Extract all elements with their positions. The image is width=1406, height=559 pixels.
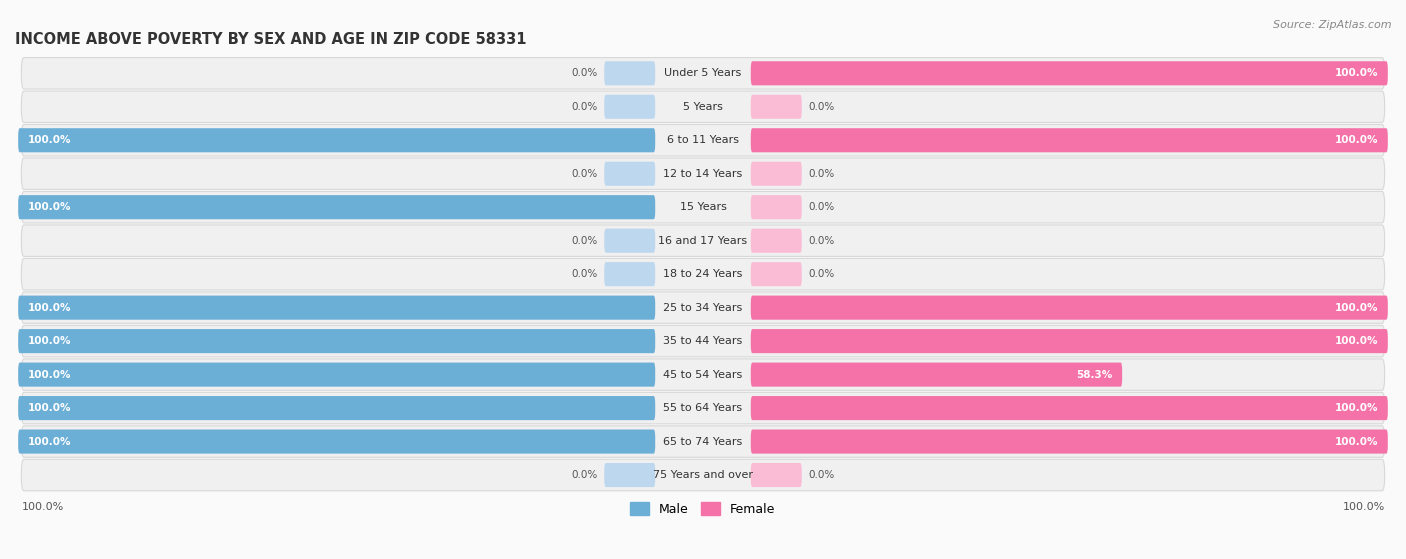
FancyBboxPatch shape — [21, 91, 1385, 122]
FancyBboxPatch shape — [605, 262, 655, 286]
Text: 0.0%: 0.0% — [572, 169, 598, 179]
FancyBboxPatch shape — [18, 429, 655, 453]
FancyBboxPatch shape — [21, 58, 1385, 89]
Text: 100.0%: 100.0% — [28, 403, 72, 413]
FancyBboxPatch shape — [751, 229, 801, 253]
FancyBboxPatch shape — [21, 426, 1385, 457]
FancyBboxPatch shape — [18, 296, 655, 320]
Text: 0.0%: 0.0% — [572, 68, 598, 78]
FancyBboxPatch shape — [751, 262, 801, 286]
Text: 0.0%: 0.0% — [808, 269, 834, 279]
Text: 100.0%: 100.0% — [1334, 336, 1378, 346]
FancyBboxPatch shape — [605, 162, 655, 186]
Text: 100.0%: 100.0% — [1334, 302, 1378, 312]
FancyBboxPatch shape — [21, 292, 1385, 324]
Text: 0.0%: 0.0% — [808, 236, 834, 246]
FancyBboxPatch shape — [751, 94, 801, 119]
FancyBboxPatch shape — [18, 329, 655, 353]
FancyBboxPatch shape — [605, 229, 655, 253]
FancyBboxPatch shape — [18, 396, 655, 420]
FancyBboxPatch shape — [21, 225, 1385, 257]
Text: Under 5 Years: Under 5 Years — [665, 68, 741, 78]
Text: 100.0%: 100.0% — [21, 502, 63, 512]
FancyBboxPatch shape — [21, 359, 1385, 390]
FancyBboxPatch shape — [751, 363, 1122, 387]
Text: 35 to 44 Years: 35 to 44 Years — [664, 336, 742, 346]
FancyBboxPatch shape — [751, 396, 1388, 420]
Text: 75 Years and over: 75 Years and over — [652, 470, 754, 480]
Text: 12 to 14 Years: 12 to 14 Years — [664, 169, 742, 179]
Text: 100.0%: 100.0% — [28, 302, 72, 312]
FancyBboxPatch shape — [21, 325, 1385, 357]
Text: 100.0%: 100.0% — [1334, 135, 1378, 145]
Legend: Male, Female: Male, Female — [624, 496, 782, 522]
Text: 45 to 54 Years: 45 to 54 Years — [664, 369, 742, 380]
FancyBboxPatch shape — [751, 128, 1388, 152]
FancyBboxPatch shape — [751, 61, 1388, 86]
Text: 0.0%: 0.0% — [808, 169, 834, 179]
Text: 100.0%: 100.0% — [1334, 403, 1378, 413]
FancyBboxPatch shape — [751, 195, 801, 219]
Text: 0.0%: 0.0% — [572, 102, 598, 112]
Text: 100.0%: 100.0% — [28, 135, 72, 145]
FancyBboxPatch shape — [21, 192, 1385, 223]
Text: 100.0%: 100.0% — [1343, 502, 1385, 512]
Text: 25 to 34 Years: 25 to 34 Years — [664, 302, 742, 312]
FancyBboxPatch shape — [21, 392, 1385, 424]
Text: 100.0%: 100.0% — [28, 202, 72, 212]
Text: 100.0%: 100.0% — [1334, 437, 1378, 447]
FancyBboxPatch shape — [751, 296, 1388, 320]
Text: 0.0%: 0.0% — [572, 236, 598, 246]
Text: 5 Years: 5 Years — [683, 102, 723, 112]
FancyBboxPatch shape — [605, 463, 655, 487]
Text: 16 and 17 Years: 16 and 17 Years — [658, 236, 748, 246]
FancyBboxPatch shape — [751, 329, 1388, 353]
Text: 58.3%: 58.3% — [1077, 369, 1112, 380]
Text: 100.0%: 100.0% — [28, 336, 72, 346]
FancyBboxPatch shape — [605, 61, 655, 86]
Text: 100.0%: 100.0% — [1334, 68, 1378, 78]
FancyBboxPatch shape — [18, 195, 655, 219]
FancyBboxPatch shape — [751, 429, 1388, 453]
Text: 100.0%: 100.0% — [28, 437, 72, 447]
FancyBboxPatch shape — [751, 162, 801, 186]
Text: 65 to 74 Years: 65 to 74 Years — [664, 437, 742, 447]
Text: 0.0%: 0.0% — [572, 269, 598, 279]
Text: 55 to 64 Years: 55 to 64 Years — [664, 403, 742, 413]
FancyBboxPatch shape — [18, 363, 655, 387]
Text: 18 to 24 Years: 18 to 24 Years — [664, 269, 742, 279]
FancyBboxPatch shape — [21, 459, 1385, 491]
FancyBboxPatch shape — [21, 125, 1385, 156]
FancyBboxPatch shape — [21, 258, 1385, 290]
FancyBboxPatch shape — [18, 128, 655, 152]
FancyBboxPatch shape — [605, 94, 655, 119]
Text: 15 Years: 15 Years — [679, 202, 727, 212]
Text: Source: ZipAtlas.com: Source: ZipAtlas.com — [1274, 20, 1392, 30]
FancyBboxPatch shape — [751, 463, 801, 487]
Text: INCOME ABOVE POVERTY BY SEX AND AGE IN ZIP CODE 58331: INCOME ABOVE POVERTY BY SEX AND AGE IN Z… — [15, 32, 526, 47]
Text: 0.0%: 0.0% — [572, 470, 598, 480]
Text: 0.0%: 0.0% — [808, 102, 834, 112]
Text: 100.0%: 100.0% — [28, 369, 72, 380]
FancyBboxPatch shape — [21, 158, 1385, 190]
Text: 0.0%: 0.0% — [808, 202, 834, 212]
Text: 0.0%: 0.0% — [808, 470, 834, 480]
Text: 6 to 11 Years: 6 to 11 Years — [666, 135, 740, 145]
